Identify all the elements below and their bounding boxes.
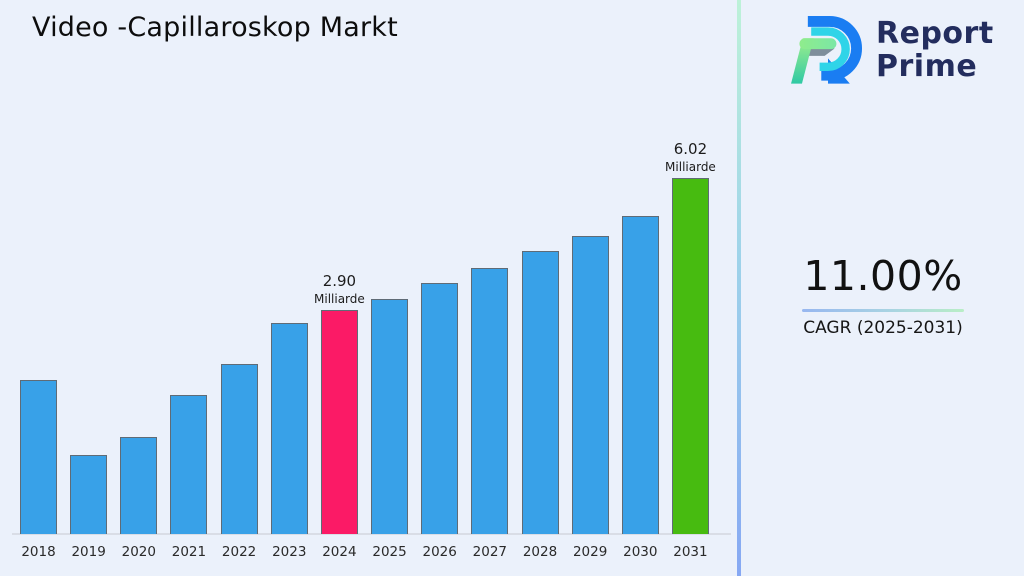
x-axis-label-2021: 2021	[171, 544, 207, 560]
x-axis-label-2020: 2020	[121, 544, 156, 560]
x-axis-label-2023: 2023	[272, 544, 307, 560]
bar-value: 6.02	[673, 140, 708, 158]
cagr-label: CAGR (2025-2031)	[803, 318, 963, 338]
bar-2026	[421, 283, 459, 534]
bar-value: 2.90	[322, 272, 357, 290]
page-title: Video -Capillaroskop Markt	[32, 12, 398, 43]
bar-2028	[521, 251, 559, 534]
cagr-underline	[802, 309, 964, 312]
report-prime-logo: Report Prime	[786, 8, 994, 92]
bar-2018	[20, 380, 57, 534]
x-axis-label-2028: 2028	[522, 544, 558, 560]
bar-value-label-2024: 2.90 Milliarde	[294, 272, 384, 308]
bar-2021	[170, 395, 208, 534]
vertical-divider	[737, 0, 741, 576]
x-axis-label-2018: 2018	[21, 544, 56, 560]
logo-text-line1: Report	[876, 16, 994, 51]
x-axis-label-2025: 2025	[372, 544, 407, 560]
bar-2027	[471, 268, 509, 534]
bar-chart: 2.90 Milliarde 6.02 Milliarde	[12, 140, 735, 535]
bar-2029	[571, 236, 609, 534]
x-axis-label-2026: 2026	[422, 544, 457, 560]
cagr-value: 11.00%	[803, 252, 963, 300]
x-axis-label-2031: 2031	[673, 544, 708, 560]
bar-2025	[371, 299, 409, 534]
x-axis-label-2027: 2027	[472, 544, 508, 560]
x-axis-line	[12, 533, 731, 535]
bar-2023	[270, 323, 308, 534]
logo-text-line2: Prime	[876, 49, 978, 84]
x-axis-label-2029: 2029	[572, 544, 608, 560]
bar-2024	[320, 310, 358, 534]
bar-value-label-2031: 6.02 Milliarde	[645, 140, 735, 176]
report-prime-logo-icon	[791, 15, 863, 84]
bar-2019	[70, 455, 108, 534]
bar-unit: Milliarde	[314, 292, 365, 306]
x-axis-label-2022: 2022	[221, 544, 257, 560]
bar-2030	[621, 216, 659, 534]
report-prime-logo-text: Report Prime	[876, 17, 994, 83]
bar-2020	[120, 437, 158, 534]
x-axis-label-2024: 2024	[322, 544, 357, 560]
x-axis-label-2030: 2030	[623, 544, 658, 560]
cagr-block: 11.00% CAGR (2025-2031)	[760, 252, 1006, 338]
bar-unit: Milliarde	[665, 160, 716, 174]
bar-2031	[671, 178, 709, 534]
bar-2022	[220, 364, 258, 534]
x-axis-label-2019: 2019	[71, 544, 106, 560]
